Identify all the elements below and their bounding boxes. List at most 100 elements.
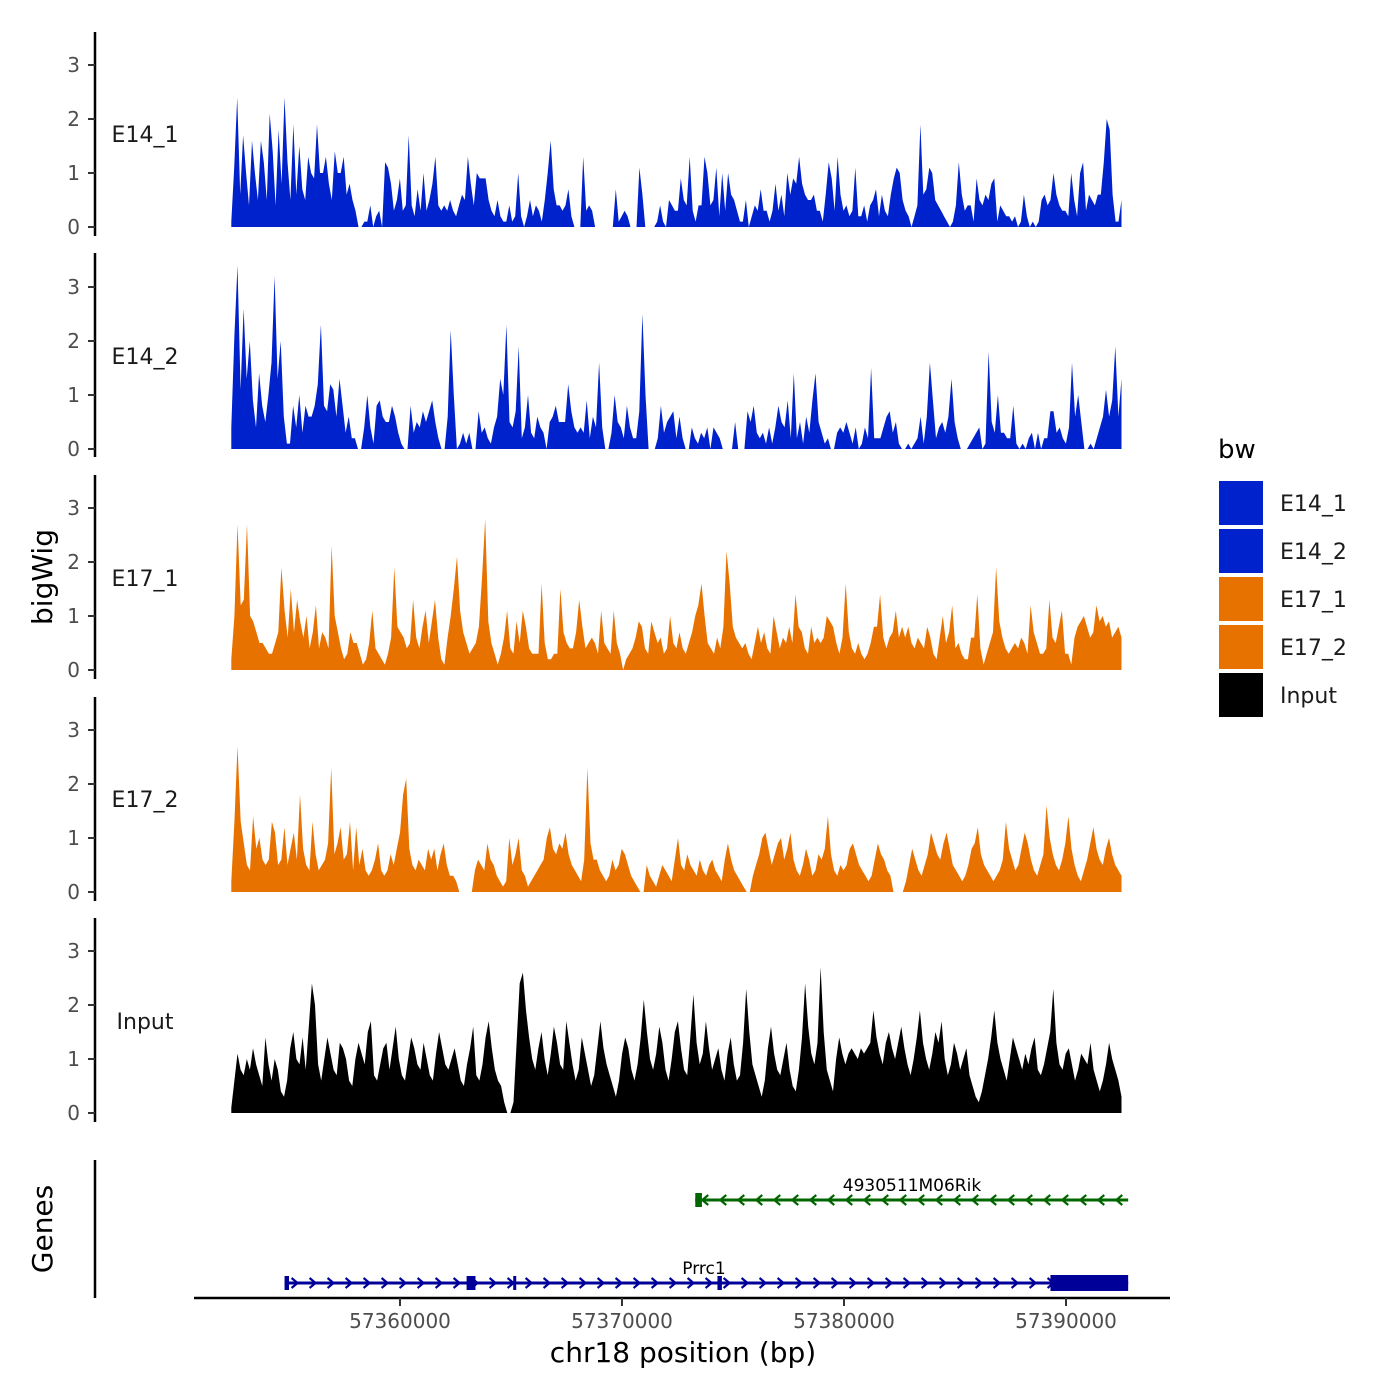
strand-arrow [866,1277,876,1289]
strand-arrow [970,1194,979,1206]
strand-arrow [722,1277,732,1289]
gene-label: Prrc1 [682,1259,725,1279]
legend-swatch [1217,575,1265,623]
strand-arrow [884,1277,894,1289]
genes-axis-title: Genes [26,1185,59,1273]
coverage-area-E14_1 [231,97,1122,228]
strand-arrow [938,1277,948,1289]
x-axis-ticks: 57360000 57370000 57380000 57390000 [349,1298,1117,1333]
strand-arrow [754,1194,763,1206]
strand-arrow [704,1277,714,1289]
strand-arrow [1006,1194,1015,1206]
y-tick-label: 1 [67,161,80,185]
legend-swatch [1217,527,1265,575]
strand-arrow [614,1277,624,1289]
x-tick-label: 57390000 [1015,1309,1117,1333]
gene-4930511M06Rik: 4930511M06Rik [695,1176,1129,1207]
strand-arrow [596,1277,606,1289]
strand-arrow [916,1194,925,1206]
strand-arrow [416,1277,426,1289]
strand-arrow [848,1277,858,1289]
strand-arrow [1078,1194,1087,1206]
strand-arrow [920,1277,930,1289]
strand-arrow [830,1277,840,1289]
x-tick-label: 57370000 [571,1309,673,1333]
gene-label: 4930511M06Rik [843,1176,982,1196]
legend-swatch [1217,479,1265,527]
strand-arrow [1028,1277,1038,1289]
track-panel-E17_2: E17_2 [93,697,178,901]
strand-arrow [1010,1277,1020,1289]
y-tick-label: 2 [67,329,80,353]
strand-arrow [1060,1194,1069,1206]
strand-arrow [380,1277,390,1289]
y-axis-ticks: 0 1 2 3 0 1 2 3 0 1 2 3 0 1 2 3 0 1 2 3 [67,53,95,1125]
track-panel-Input: Input [93,918,174,1122]
strand-arrow [326,1277,336,1289]
legend-label: E17_2 [1280,636,1347,661]
gene-exon [284,1276,289,1290]
strand-arrow [434,1277,444,1289]
legend-title: bw [1218,435,1256,465]
y-tick-label: 3 [67,496,80,520]
legend-item-E14_1: E14_1 [1217,479,1347,527]
legend-item-Input: Input [1217,671,1337,719]
track-panel-E14_2: E14_2 [93,253,179,457]
strand-arrow [988,1194,997,1206]
strand-arrow [560,1277,570,1289]
y-tick-label: 0 [67,880,80,904]
legend-label: E14_1 [1280,492,1347,517]
strand-arrow [758,1277,768,1289]
y-tick-label: 3 [67,939,80,963]
legend-item-E14_2: E14_2 [1217,527,1347,575]
gene-exon [717,1276,722,1290]
legend-item-E17_1: E17_1 [1217,575,1347,623]
y-tick-label: 1 [67,826,80,850]
legend-swatch [1217,623,1265,671]
legend: bw E14_1 E14_2 E17_1 E17_2 Input [1217,435,1347,719]
strand-arrow [344,1277,354,1289]
strand-arrow [718,1194,727,1206]
legend-label: E14_2 [1280,540,1347,565]
strand-arrow [290,1277,300,1289]
strand-arrow [790,1194,799,1206]
legend-item-E17_2: E17_2 [1217,623,1347,671]
x-tick-label: 57380000 [793,1309,895,1333]
strand-arrow [772,1194,781,1206]
strand-arrow [844,1194,853,1206]
y-tick-label: 0 [67,437,80,461]
gene-exon [513,1276,517,1290]
gene-exon [695,1193,702,1207]
y-tick-label: 0 [67,658,80,682]
y-tick-label: 0 [67,1101,80,1125]
legend-items: E14_1 E14_2 E17_1 E17_2 Input [1217,479,1347,719]
strand-arrow [1114,1194,1123,1206]
strand-arrow [362,1277,372,1289]
y-tick-label: 3 [67,53,80,77]
strand-arrow [632,1277,642,1289]
track-label: E17_1 [112,567,179,592]
strand-arrow [776,1277,786,1289]
x-tick-label: 57360000 [349,1309,451,1333]
strand-arrow [952,1194,961,1206]
x-axis-title: chr18 position (bp) [550,1336,816,1369]
track-panel-E17_1: E17_1 [93,475,179,679]
gene-Prrc1: Prrc1 [284,1259,1129,1291]
strand-arrow [736,1194,745,1206]
track-label: Input [117,1010,174,1035]
y-axis-title: bigWig [26,529,59,625]
track-label: E14_2 [112,345,179,370]
strand-arrow [902,1277,912,1289]
strand-arrow [524,1277,534,1289]
strand-arrow [686,1277,696,1289]
y-tick-label: 2 [67,107,80,131]
strand-arrow [542,1277,552,1289]
strand-arrow [578,1277,588,1289]
strand-arrow [812,1277,822,1289]
y-tick-label: 2 [67,993,80,1017]
legend-label: Input [1280,684,1337,709]
strand-arrow [740,1277,750,1289]
gene-track: 4930511M06Rik Prrc1 [284,1176,1129,1291]
coverage-area-E17_1 [231,518,1122,670]
